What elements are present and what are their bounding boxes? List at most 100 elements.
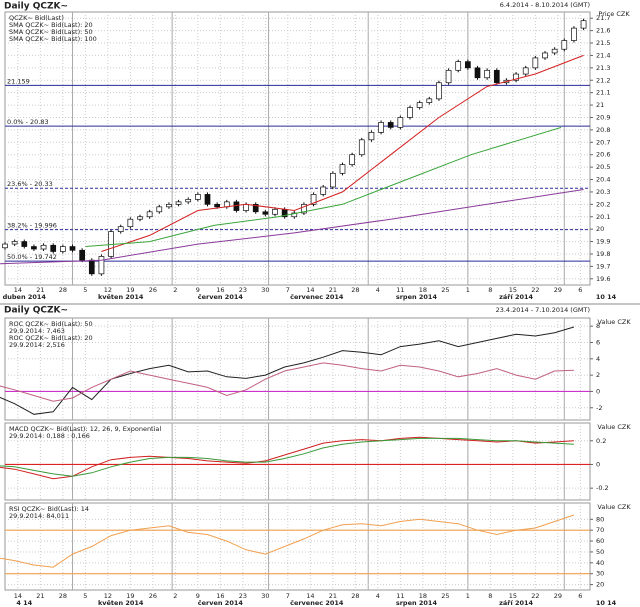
date-range: 23.4.2014 - 7.10.2014 (GMT) <box>496 306 590 314</box>
x-tick-label: 15 <box>509 286 517 294</box>
candle <box>166 203 172 208</box>
candle <box>416 102 423 108</box>
series-line <box>101 54 584 252</box>
x-tick-label: 28 <box>59 286 67 294</box>
level-label: 50.0% - 19.742 <box>7 253 57 261</box>
y-tick-label: 21.2 <box>596 76 610 84</box>
candle <box>320 186 327 195</box>
y-tick-label: 19.8 <box>596 250 610 258</box>
x-tick-label: 5 <box>83 592 87 600</box>
y-tick-label: 20.7 <box>596 138 610 146</box>
candle <box>262 211 269 215</box>
candle <box>127 218 134 228</box>
y-tick-label: -0.2 <box>596 484 609 492</box>
level-label: 23.6% - 20.33 <box>7 180 53 188</box>
y-tick-label: 0 <box>596 460 600 468</box>
y-axis-title: Price CZK <box>598 10 630 18</box>
candle <box>156 206 163 213</box>
candle <box>474 67 481 79</box>
legend-entry: 29.9.2014: 7,463 <box>9 327 65 335</box>
x-tick-label: 12 <box>104 286 112 294</box>
x-tick-label: 21 <box>36 286 44 294</box>
x-tick-label: 4 <box>376 592 380 600</box>
series-line <box>0 437 574 477</box>
x-tick-label: 28 <box>351 592 359 600</box>
x-tick-label: 16 <box>216 286 224 294</box>
x-tick-label: 2 <box>173 592 177 600</box>
candle <box>378 122 384 133</box>
candle <box>69 246 76 251</box>
candle <box>484 69 490 79</box>
x-tick-label: 7 <box>286 592 290 600</box>
candle <box>571 27 577 41</box>
y-tick-label: 0.2 <box>596 437 606 445</box>
x-tick-label: 21 <box>329 592 337 600</box>
x-tick-label: 11 <box>396 592 404 600</box>
month-label: duben 2014 <box>3 293 47 301</box>
candle <box>272 208 278 215</box>
candle <box>426 98 433 103</box>
x-tick-label: 11 <box>396 286 404 294</box>
candle <box>21 241 28 247</box>
legend-entry: ROC QCZK~ Bid(Last): 50 <box>9 320 93 328</box>
candle <box>2 243 8 249</box>
indicator-title: MACD QCZK~ Bid(Last): 12, 26, 9, Exponen… <box>9 425 161 433</box>
legend-entry: SMA QCZK~ Bid(Last): 20 <box>9 21 93 29</box>
x-tick-label: 22 <box>531 592 539 600</box>
y-tick-label: 21.4 <box>596 51 610 59</box>
y-axis-title: Value CZK <box>597 423 631 431</box>
x-tick-label: 25 <box>441 286 449 294</box>
x-tick-label: 28 <box>59 592 67 600</box>
candle <box>60 246 66 252</box>
x-tick-label: 19 <box>126 592 134 600</box>
candle <box>31 246 37 250</box>
y-tick-label: 21.7 <box>596 14 610 22</box>
y-tick-label: 20.8 <box>596 126 610 134</box>
month-label: září 2014 <box>499 599 533 607</box>
x-tick-label: 18 <box>419 592 427 600</box>
x-tick-label: 26 <box>149 286 157 294</box>
candle <box>436 82 442 100</box>
candle <box>98 256 105 275</box>
x-tick-label: 26 <box>149 592 157 600</box>
x-tick-label: 14 <box>14 592 22 600</box>
x-tick-label: 14 <box>306 286 314 294</box>
candle <box>580 20 587 29</box>
series-line <box>0 436 574 480</box>
y-tick-label: 19.9 <box>596 238 610 246</box>
legend-entry: SMA QCZK~ Bid(Last): 100 <box>9 35 97 43</box>
x-tick-label: 29 <box>554 592 562 600</box>
y-tick-label: 21 <box>596 101 604 109</box>
y-tick-label: 20.5 <box>596 163 610 171</box>
month-label: 10 14 <box>596 599 617 607</box>
y-tick-label: 20.6 <box>596 151 610 159</box>
month-label: květen 2014 <box>98 293 144 301</box>
x-tick-label: 14 <box>306 592 314 600</box>
x-tick-label: 9 <box>196 286 200 294</box>
date-range: 6.4.2014 - 8.10.2014 (GMT) <box>500 1 590 9</box>
candle <box>368 132 375 141</box>
candle <box>291 212 298 218</box>
chart-title: Daily QCZK~ <box>4 306 68 316</box>
y-tick-label: 21.3 <box>596 64 610 72</box>
candle <box>522 67 529 75</box>
x-tick-label: 22 <box>531 286 539 294</box>
x-tick-label: 15 <box>509 592 517 600</box>
legend-entry: 29.9.2014: 0,188 : 0,166 <box>9 432 90 440</box>
x-tick-label: 8 <box>488 592 492 600</box>
y-tick-label: 20.4 <box>596 176 610 184</box>
plot-frame <box>4 422 591 501</box>
candle <box>407 107 413 118</box>
x-tick-label: 21 <box>329 286 337 294</box>
candle <box>349 154 355 165</box>
legend-entry: SMA QCZK~ Bid(Last): 50 <box>9 28 93 36</box>
x-tick-label: 23 <box>239 286 247 294</box>
y-tick-label: 2 <box>596 371 600 379</box>
legend-entry: ROC QCZK~ Bid(Last): 20 <box>9 334 93 342</box>
level-label: 21.159 <box>7 77 30 85</box>
month-label: červenec 2014 <box>290 293 344 301</box>
series-line <box>0 362 574 402</box>
candle <box>551 48 558 54</box>
legend-entry: 29.9.2014: 84,011 <box>9 512 69 520</box>
